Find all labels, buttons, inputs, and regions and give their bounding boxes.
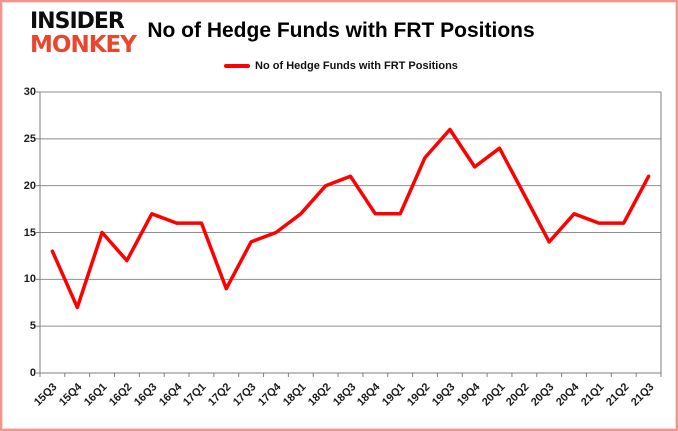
legend: No of Hedge Funds with FRT Positions [2,59,676,73]
series-line [50,127,651,310]
insider-monkey-logo: INSIDER MONKEY [30,9,137,58]
legend-line-swatch [224,64,251,68]
y-axis-label: 15 [23,226,36,239]
logo-line-insider: INSIDER [30,9,125,34]
y-axis-label: 5 [29,320,36,333]
y-axis-label: 20 [23,179,36,192]
y-axis-label: 0 [29,367,36,379]
y-axis-label: 30 [23,86,36,98]
y-axis-label: 10 [23,273,36,286]
y-axis-label: 25 [23,132,36,145]
logo-line-monkey: MONKEY [30,32,137,58]
chart-title: No of Hedge Funds with FRT Positions [147,19,535,42]
legend-label: No of Hedge Funds with FRT Positions [255,60,458,72]
